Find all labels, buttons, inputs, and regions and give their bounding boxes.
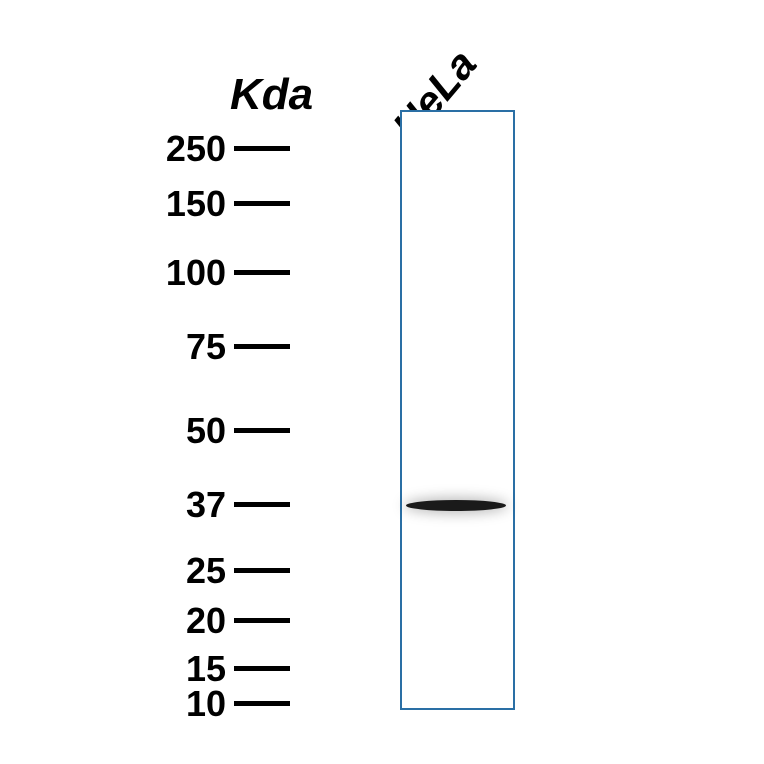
blot-container: Kda HeLa 25015010075503725201510 [0,0,764,764]
unit-label: Kda [230,70,313,120]
mw-label-20: 20 [148,600,226,642]
mw-label-250: 250 [148,128,226,170]
blot-lane [400,110,515,710]
mw-tick-10 [234,701,290,706]
mw-tick-150 [234,201,290,206]
mw-label-25: 25 [148,550,226,592]
mw-label-50: 50 [148,410,226,452]
mw-label-75: 75 [148,326,226,368]
mw-tick-25 [234,568,290,573]
mw-label-150: 150 [148,183,226,225]
mw-label-10: 10 [148,683,226,725]
mw-tick-50 [234,428,290,433]
band-0 [406,500,506,511]
mw-label-37: 37 [148,484,226,526]
mw-tick-100 [234,270,290,275]
mw-tick-75 [234,344,290,349]
mw-tick-15 [234,666,290,671]
mw-tick-37 [234,502,290,507]
mw-tick-250 [234,146,290,151]
mw-tick-20 [234,618,290,623]
mw-label-100: 100 [148,252,226,294]
